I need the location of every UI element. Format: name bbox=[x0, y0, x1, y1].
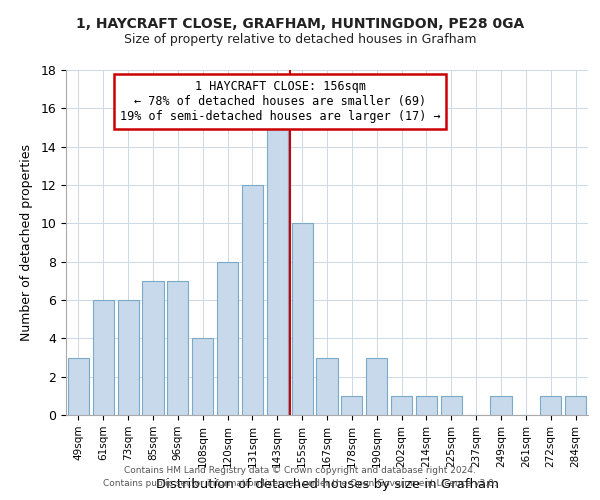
Bar bbox=[167, 281, 188, 415]
Bar bbox=[341, 396, 362, 415]
X-axis label: Distribution of detached houses by size in Grafham: Distribution of detached houses by size … bbox=[155, 478, 499, 491]
Bar bbox=[366, 358, 387, 415]
Bar bbox=[118, 300, 139, 415]
Bar bbox=[93, 300, 114, 415]
Y-axis label: Number of detached properties: Number of detached properties bbox=[20, 144, 34, 341]
Text: Size of property relative to detached houses in Grafham: Size of property relative to detached ho… bbox=[124, 32, 476, 46]
Bar bbox=[217, 262, 238, 415]
Text: Contains HM Land Registry data © Crown copyright and database right 2024.
Contai: Contains HM Land Registry data © Crown c… bbox=[103, 466, 497, 487]
Bar bbox=[142, 281, 164, 415]
Text: 1, HAYCRAFT CLOSE, GRAFHAM, HUNTINGDON, PE28 0GA: 1, HAYCRAFT CLOSE, GRAFHAM, HUNTINGDON, … bbox=[76, 18, 524, 32]
Bar bbox=[192, 338, 213, 415]
Bar bbox=[565, 396, 586, 415]
Bar bbox=[242, 185, 263, 415]
Bar bbox=[391, 396, 412, 415]
Bar bbox=[416, 396, 437, 415]
Bar bbox=[316, 358, 338, 415]
Bar bbox=[292, 224, 313, 415]
Bar bbox=[267, 128, 288, 415]
Bar bbox=[441, 396, 462, 415]
Text: 1 HAYCRAFT CLOSE: 156sqm
← 78% of detached houses are smaller (69)
19% of semi-d: 1 HAYCRAFT CLOSE: 156sqm ← 78% of detach… bbox=[120, 80, 440, 124]
Bar bbox=[540, 396, 561, 415]
Bar bbox=[490, 396, 512, 415]
Bar bbox=[68, 358, 89, 415]
